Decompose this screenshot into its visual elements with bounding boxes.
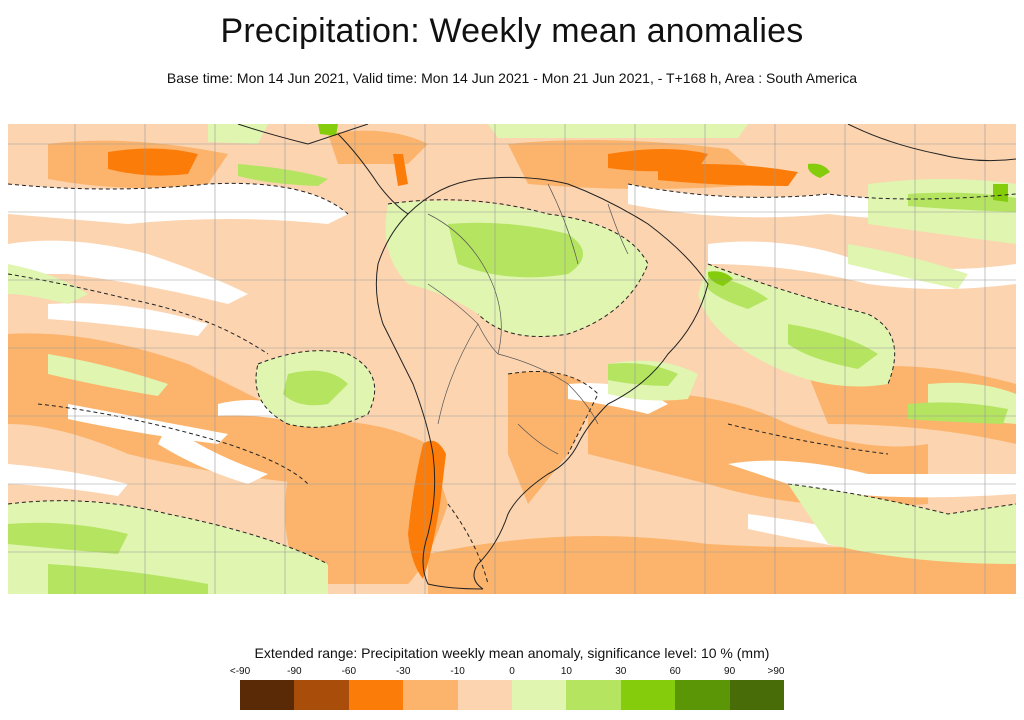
legend-swatch [457, 680, 513, 710]
legend-tick: 30 [615, 666, 627, 677]
page-title: Precipitation: Weekly mean anomalies [220, 12, 804, 50]
page-subtitle: Base time: Mon 14 Jun 2021, Valid time: … [166, 70, 858, 86]
significance-contours [8, 182, 1016, 585]
legend-tick: -10 [450, 666, 465, 677]
very-strong-positive-regions [318, 124, 1008, 286]
legend-swatch [348, 680, 404, 710]
country-borders [427, 183, 629, 455]
legend-swatch [620, 680, 676, 710]
legend-tick: 60 [669, 666, 681, 677]
legend-title: Extended range: Precipitation weekly mea… [254, 645, 770, 661]
legend-tick: -60 [341, 666, 357, 677]
coastlines [237, 124, 1016, 590]
legend-swatch [675, 680, 730, 710]
color-legend: <-90 -90 -60 -30 -10 0 10 30 60 90 >90 [230, 666, 785, 712]
legend-swatch [729, 680, 785, 710]
legend-swatch [512, 680, 567, 710]
legend-swatch [240, 680, 295, 710]
legend-color-bar [240, 680, 785, 710]
strong-positive-regions [8, 164, 1016, 594]
legend-tick-labels: <-90 -90 -60 -30 -10 0 10 30 60 90 >90 [230, 666, 785, 680]
legend-tick: 10 [560, 666, 572, 677]
legend-tick: >90 [767, 666, 785, 677]
legend-swatch [403, 680, 458, 710]
legend-tick: -30 [395, 666, 411, 677]
legend-tick: <-90 [229, 666, 251, 677]
legend-tick: -90 [287, 666, 302, 677]
legend-tick: 0 [509, 666, 515, 677]
precipitation-anomaly-map [8, 124, 1016, 594]
map-canvas [8, 124, 1016, 594]
legend-swatch [294, 680, 349, 710]
legend-swatch [566, 680, 621, 710]
strong-negative-regions [108, 148, 798, 579]
lat-lon-grid [8, 124, 1016, 594]
legend-tick: 90 [724, 666, 736, 677]
